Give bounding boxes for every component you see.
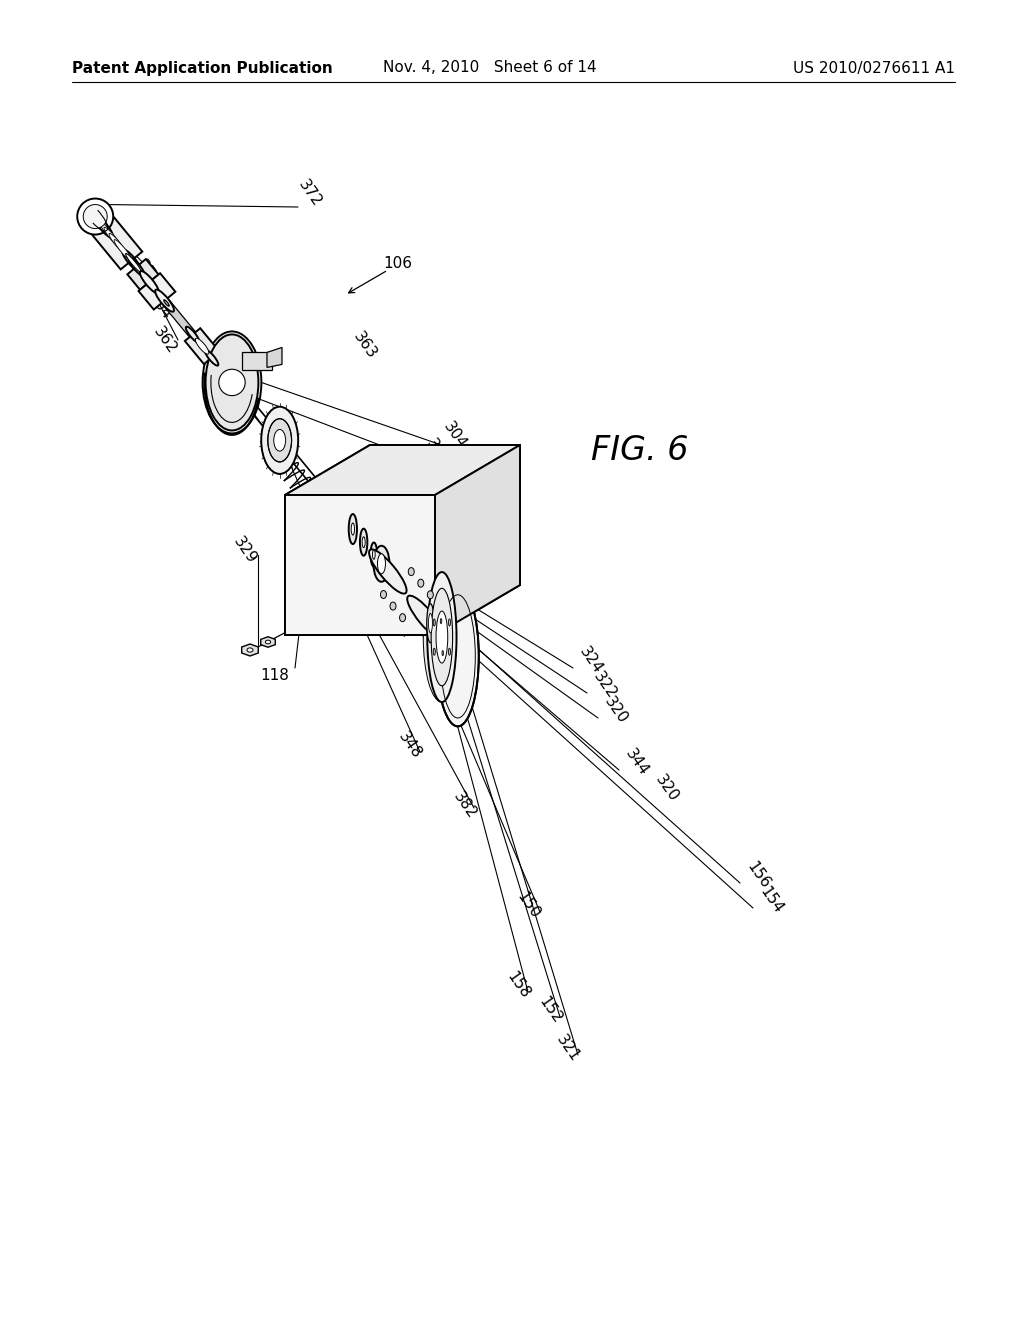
Ellipse shape <box>433 619 435 626</box>
Text: 363: 363 <box>350 329 380 362</box>
Ellipse shape <box>390 602 396 610</box>
Text: 348: 348 <box>395 729 425 762</box>
Text: 320: 320 <box>652 772 681 804</box>
Ellipse shape <box>373 549 375 560</box>
Polygon shape <box>261 636 275 647</box>
Ellipse shape <box>442 651 443 656</box>
Ellipse shape <box>436 611 447 663</box>
Ellipse shape <box>205 350 218 366</box>
Ellipse shape <box>427 603 434 643</box>
Ellipse shape <box>268 418 292 462</box>
Ellipse shape <box>156 289 174 312</box>
Ellipse shape <box>103 227 122 249</box>
Polygon shape <box>242 352 272 371</box>
Polygon shape <box>285 445 520 495</box>
Ellipse shape <box>409 568 415 576</box>
Ellipse shape <box>83 205 108 228</box>
Ellipse shape <box>141 273 158 292</box>
Text: 362: 362 <box>151 323 179 356</box>
Ellipse shape <box>164 300 169 306</box>
Ellipse shape <box>399 614 406 622</box>
Polygon shape <box>427 572 465 583</box>
Ellipse shape <box>362 537 366 548</box>
Ellipse shape <box>273 429 286 451</box>
Ellipse shape <box>449 619 451 626</box>
Text: Nov. 4, 2010   Sheet 6 of 14: Nov. 4, 2010 Sheet 6 of 14 <box>383 61 597 75</box>
Text: FIG. 6: FIG. 6 <box>591 433 689 466</box>
Ellipse shape <box>428 614 432 632</box>
Ellipse shape <box>265 640 270 644</box>
Ellipse shape <box>440 619 441 623</box>
Ellipse shape <box>374 545 389 582</box>
Ellipse shape <box>189 331 195 337</box>
Ellipse shape <box>126 253 141 272</box>
Text: 106: 106 <box>384 256 413 271</box>
Text: 118: 118 <box>260 668 290 682</box>
Polygon shape <box>435 445 520 635</box>
Text: 324: 324 <box>575 644 605 676</box>
Text: 376: 376 <box>256 434 285 466</box>
Text: 321: 321 <box>554 1032 583 1064</box>
Polygon shape <box>138 273 175 310</box>
Ellipse shape <box>109 234 127 255</box>
Text: 372: 372 <box>296 177 325 209</box>
Text: 304: 304 <box>440 418 469 451</box>
Text: 156: 156 <box>744 859 773 891</box>
Text: 302: 302 <box>424 436 453 469</box>
Polygon shape <box>93 218 142 269</box>
Ellipse shape <box>99 220 117 243</box>
Ellipse shape <box>427 572 457 702</box>
Ellipse shape <box>140 271 159 293</box>
Ellipse shape <box>122 249 141 272</box>
Ellipse shape <box>378 554 385 574</box>
Polygon shape <box>127 259 159 290</box>
Polygon shape <box>267 347 282 367</box>
Ellipse shape <box>206 334 258 430</box>
Ellipse shape <box>374 558 389 594</box>
Text: 382: 382 <box>451 789 479 821</box>
Ellipse shape <box>129 257 144 276</box>
Polygon shape <box>367 553 447 636</box>
Text: 154: 154 <box>757 884 785 916</box>
Text: 370: 370 <box>133 257 163 289</box>
Text: 150: 150 <box>514 888 543 921</box>
Ellipse shape <box>371 543 377 566</box>
Ellipse shape <box>431 589 453 686</box>
Ellipse shape <box>247 648 253 652</box>
Ellipse shape <box>423 572 461 702</box>
Ellipse shape <box>261 407 298 474</box>
Ellipse shape <box>196 338 209 354</box>
Polygon shape <box>242 644 258 656</box>
Text: 152: 152 <box>536 994 564 1026</box>
Ellipse shape <box>94 215 113 238</box>
Text: 364: 364 <box>145 290 174 322</box>
Ellipse shape <box>433 648 435 655</box>
Ellipse shape <box>349 513 357 544</box>
Ellipse shape <box>437 586 479 726</box>
Ellipse shape <box>203 331 261 433</box>
Text: Patent Application Publication: Patent Application Publication <box>72 61 333 75</box>
Ellipse shape <box>369 549 407 594</box>
Ellipse shape <box>351 523 354 535</box>
Text: 344: 344 <box>622 746 651 779</box>
Text: US 2010/0276611 A1: US 2010/0276611 A1 <box>793 61 955 75</box>
Text: 329: 329 <box>230 533 259 566</box>
Ellipse shape <box>185 326 200 342</box>
Ellipse shape <box>408 595 444 640</box>
Ellipse shape <box>427 591 433 599</box>
Text: 158: 158 <box>504 969 532 1001</box>
Polygon shape <box>285 495 435 635</box>
Polygon shape <box>164 301 195 337</box>
Ellipse shape <box>418 579 424 587</box>
Polygon shape <box>184 329 219 364</box>
Ellipse shape <box>114 239 132 261</box>
Text: 322: 322 <box>590 669 618 701</box>
Ellipse shape <box>77 198 114 235</box>
Text: 320: 320 <box>601 694 630 726</box>
Ellipse shape <box>449 648 451 655</box>
Ellipse shape <box>381 590 386 598</box>
Ellipse shape <box>360 529 368 556</box>
Ellipse shape <box>219 370 245 396</box>
